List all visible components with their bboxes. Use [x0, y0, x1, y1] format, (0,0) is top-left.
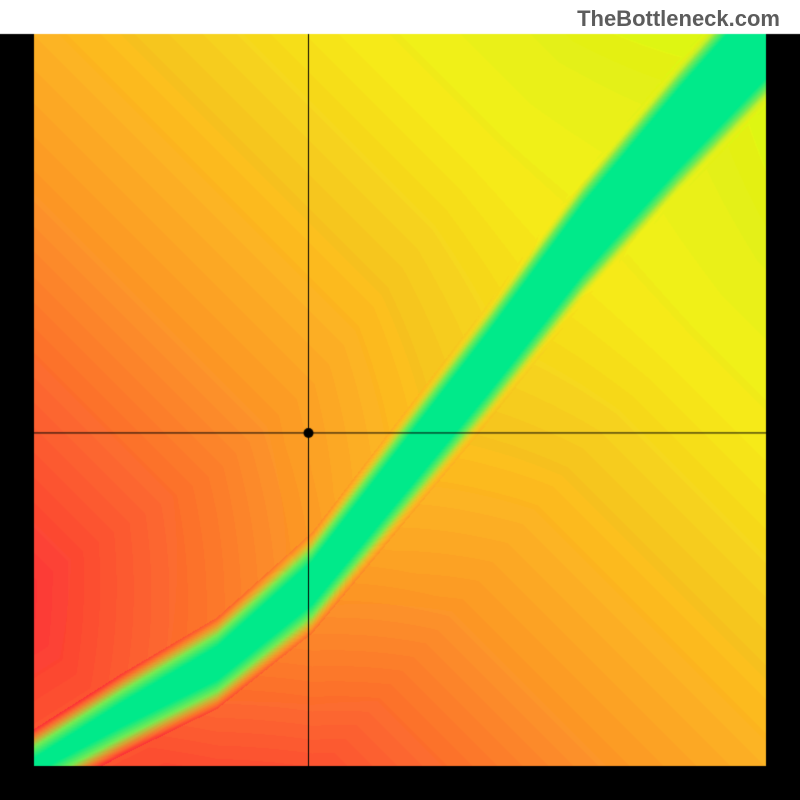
watermark-text: TheBottleneck.com [577, 6, 780, 32]
bottleneck-heatmap [0, 0, 800, 800]
